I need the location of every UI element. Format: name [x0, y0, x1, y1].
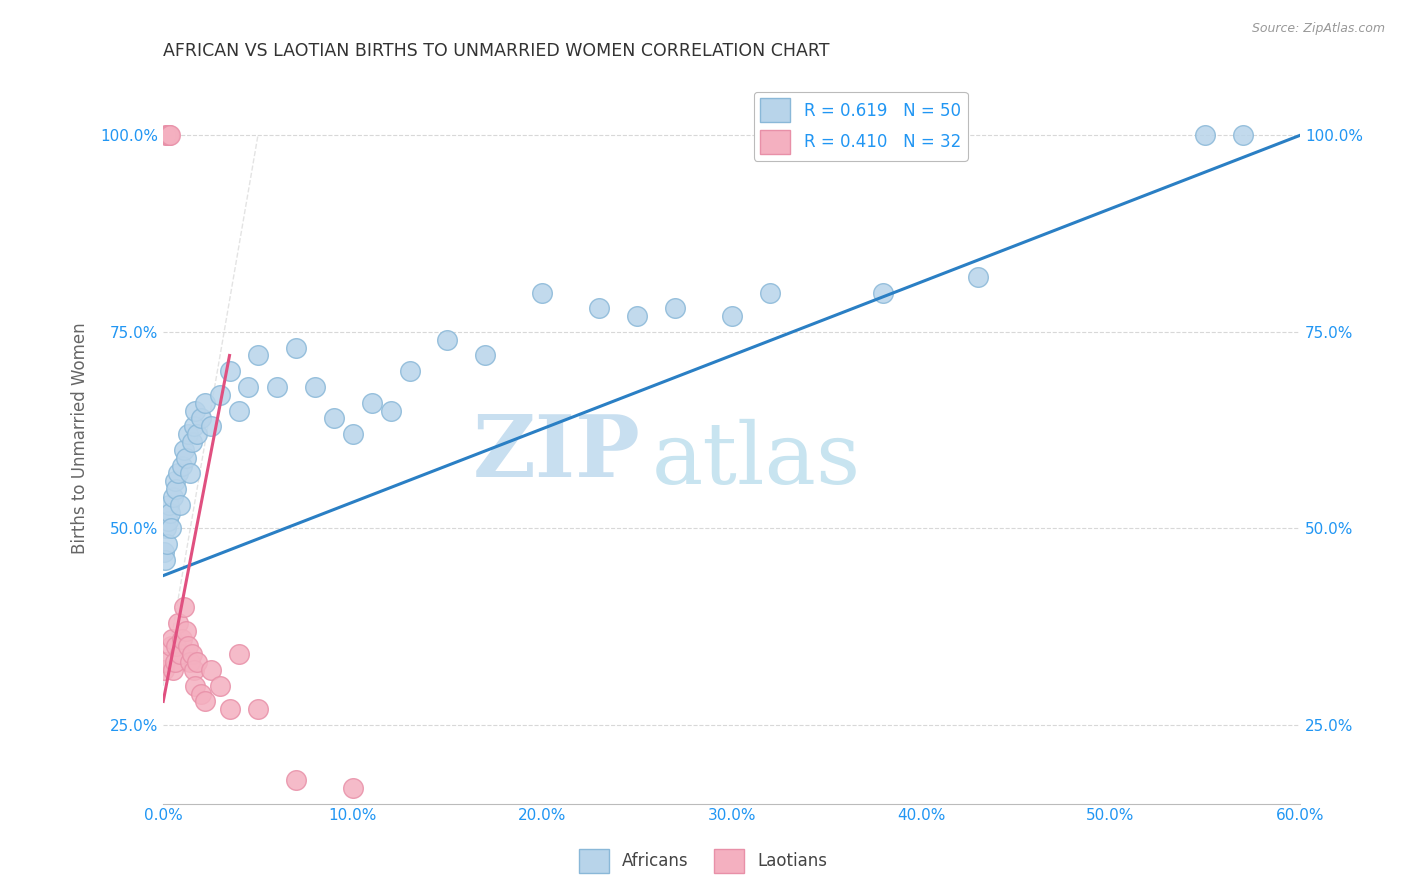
Point — [162, 490, 184, 504]
Point — [967, 269, 990, 284]
Point — [284, 341, 307, 355]
Point — [200, 663, 222, 677]
Point — [322, 411, 344, 425]
Point — [1194, 128, 1216, 143]
Point — [218, 702, 240, 716]
Point — [342, 427, 364, 442]
Point — [159, 128, 181, 143]
Point — [179, 467, 201, 481]
Point — [174, 450, 197, 465]
Point — [209, 388, 232, 402]
Point — [436, 333, 458, 347]
Point — [228, 647, 250, 661]
Point — [160, 632, 183, 646]
Point — [167, 615, 190, 630]
Text: atlas: atlas — [652, 418, 860, 501]
Point — [184, 403, 207, 417]
Point — [174, 624, 197, 638]
Point — [177, 640, 200, 654]
Point — [398, 364, 420, 378]
Point — [664, 301, 686, 316]
Point — [173, 442, 195, 457]
Point — [190, 687, 212, 701]
Point — [156, 128, 179, 143]
Point — [194, 694, 217, 708]
Point — [155, 521, 177, 535]
Legend: R = 0.619   N = 50, R = 0.410   N = 32: R = 0.619 N = 50, R = 0.410 N = 32 — [754, 92, 967, 161]
Text: Source: ZipAtlas.com: Source: ZipAtlas.com — [1251, 22, 1385, 36]
Point — [162, 663, 184, 677]
Point — [173, 600, 195, 615]
Point — [531, 285, 554, 300]
Point — [157, 498, 180, 512]
Point — [209, 679, 232, 693]
Point — [200, 419, 222, 434]
Point — [169, 647, 191, 661]
Point — [163, 655, 186, 669]
Point — [153, 545, 176, 559]
Point — [172, 458, 194, 473]
Point — [246, 349, 269, 363]
Point — [588, 301, 610, 316]
Point — [179, 655, 201, 669]
Point — [180, 647, 202, 661]
Point — [183, 419, 205, 434]
Point — [159, 506, 181, 520]
Point — [304, 380, 326, 394]
Point — [155, 128, 177, 143]
Point — [474, 349, 496, 363]
Point — [156, 514, 179, 528]
Point — [380, 403, 402, 417]
Point — [180, 434, 202, 449]
Point — [183, 663, 205, 677]
Point — [156, 128, 179, 143]
Point — [626, 309, 648, 323]
Point — [228, 403, 250, 417]
Text: AFRICAN VS LAOTIAN BIRTHS TO UNMARRIED WOMEN CORRELATION CHART: AFRICAN VS LAOTIAN BIRTHS TO UNMARRIED W… — [163, 42, 830, 60]
Point — [758, 285, 780, 300]
Point — [166, 640, 188, 654]
Point — [159, 640, 181, 654]
Point — [163, 475, 186, 489]
Point — [167, 467, 190, 481]
Point — [177, 427, 200, 442]
Point — [218, 364, 240, 378]
Point — [153, 553, 176, 567]
Point — [720, 309, 742, 323]
Point — [342, 780, 364, 795]
Point — [190, 411, 212, 425]
Point — [186, 655, 208, 669]
Point — [360, 395, 382, 409]
Point — [184, 679, 207, 693]
Text: ZIP: ZIP — [472, 410, 641, 495]
Point — [159, 521, 181, 535]
Point — [266, 380, 288, 394]
Point — [153, 655, 176, 669]
Point — [246, 702, 269, 716]
Point — [172, 632, 194, 646]
Point — [186, 427, 208, 442]
Point — [166, 482, 188, 496]
Point — [194, 395, 217, 409]
Point — [169, 498, 191, 512]
Point — [284, 772, 307, 787]
Legend: Africans, Laotians: Africans, Laotians — [572, 842, 834, 880]
Point — [1232, 128, 1254, 143]
Point — [238, 380, 260, 394]
Point — [153, 663, 176, 677]
Point — [156, 537, 179, 551]
Y-axis label: Births to Unmarried Women: Births to Unmarried Women — [72, 322, 89, 554]
Point — [872, 285, 894, 300]
Point — [157, 128, 180, 143]
